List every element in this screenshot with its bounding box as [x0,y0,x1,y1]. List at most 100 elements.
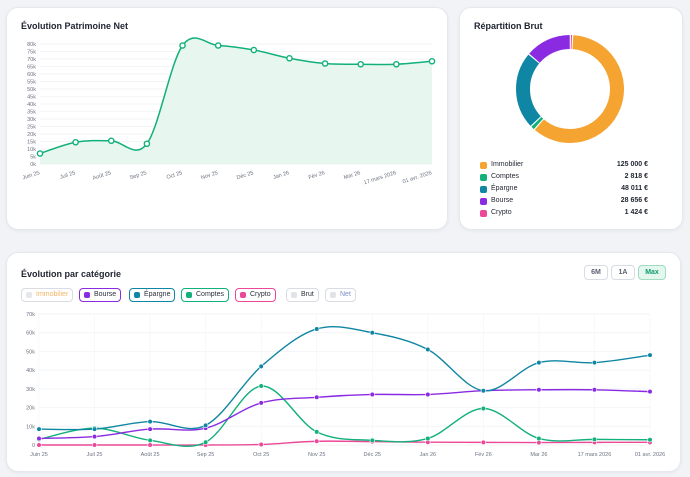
toggle-swatch [84,292,90,298]
legend-value: 125 000 € [616,161,648,168]
y-tick-label: 45k [27,95,36,101]
data-point [107,137,115,145]
data-point [314,429,320,435]
legend-value: 28 656 € [620,197,648,204]
y-tick-label: 50k [26,349,35,355]
data-point [36,435,42,442]
data-point [91,433,98,440]
data-point [428,57,436,65]
toggle-immobilier[interactable]: Immobilier [21,288,74,302]
toggle-crypto[interactable]: Crypto [235,288,276,302]
y-tick-label: 20k [26,406,35,412]
data-point [393,60,400,68]
data-point [425,435,431,442]
x-tick-label: Août 25 [92,170,112,182]
data-point [179,42,186,49]
legend-row-bourse: Bourse 28 656 € [480,196,660,208]
y-tick-label: 35k [27,110,36,116]
y-tick-label: 20k [27,132,36,138]
toggle-net[interactable]: Net [325,288,356,302]
legend-value: 1 424 € [624,209,648,216]
data-point [369,391,375,398]
data-point [321,60,329,67]
legend-value: 2 818 € [624,173,648,180]
data-point [591,387,598,393]
donut-slice [516,54,541,126]
x-tick-label: Oct 25 [166,170,183,181]
x-tick-label: Juil 25 [87,452,103,458]
x-tick-label: Mar 26 [343,170,361,181]
y-tick-label: 15k [27,140,36,146]
legend-label: Épargne [491,185,518,192]
series-line [39,440,651,446]
range-1a-button[interactable]: 1A [611,265,635,280]
x-tick-label: Déc 25 [364,452,381,458]
data-point [314,326,320,332]
legend-row-comptes: Comptes 2 818 € [480,172,660,184]
legend-swatch [480,210,487,217]
toggle-bourse[interactable]: Bourse [79,288,122,302]
legend-label: Bourse [491,197,514,204]
data-point [369,330,375,336]
data-point [591,360,598,366]
data-point [147,419,153,425]
legend-swatch [480,198,487,205]
data-point [72,138,79,146]
y-tick-label: 25k [27,125,36,131]
y-tick-label: 60k [26,331,35,337]
x-tick-label: Jan 26 [420,452,437,458]
data-point [258,383,264,389]
toggle-label: Comptes [196,291,225,298]
data-point [369,437,375,443]
toggle-swatch [26,292,32,298]
y-tick-label: 50k [27,87,36,93]
x-tick-label: 01 avr. 2026 [635,452,665,458]
data-point [203,422,209,428]
data-point [147,437,153,443]
toggle-brut[interactable]: Brut [286,288,319,302]
range-max-button[interactable]: Max [638,265,666,280]
data-point [203,439,209,445]
legend-label: Crypto [491,209,512,216]
data-point [250,46,258,54]
legend-label: Immobilier [491,161,524,168]
legend-row-epargne: Épargne 48 011 € [480,184,660,196]
data-point [357,60,365,68]
data-point [480,439,486,445]
y-tick-label: 70k [26,312,35,318]
legend-swatch [480,174,487,181]
legend-swatch [480,162,487,169]
data-point [536,387,542,393]
legend-value: 48 011 € [621,185,648,192]
donut-slice [529,35,571,64]
data-point [536,435,542,442]
area-fill [40,38,432,164]
data-point [258,400,264,406]
toggle-comptes[interactable]: Comptes [181,288,230,302]
data-point [536,360,542,366]
x-tick-label: Juin 25 [30,452,48,458]
data-point [143,140,151,148]
series-line [38,326,651,431]
x-tick-label: Mar 26 [530,452,547,458]
data-point [591,436,598,442]
toggle-swatch [134,292,140,298]
x-tick-label: Sep 25 [129,170,147,181]
range-6m-button[interactable]: 6M [584,265,608,280]
toggle-label: Immobilier [36,291,69,298]
data-point [147,442,153,448]
data-point [480,405,486,412]
x-tick-label: Juin 25 [22,170,41,181]
x-tick-label: Oct 25 [253,452,269,458]
data-point [425,391,431,398]
toggle-swatch [330,292,336,298]
category-evolution-title: Évolution par catégorie [21,269,122,279]
y-tick-label: 5k [30,155,36,161]
data-point [647,352,653,358]
y-tick-label: 10k [27,147,36,153]
toggle-epargne[interactable]: Épargne [129,288,176,302]
y-tick-label: 30k [26,387,35,393]
x-tick-label: Fév 26 [308,170,326,181]
y-tick-label: 75k [27,50,36,56]
